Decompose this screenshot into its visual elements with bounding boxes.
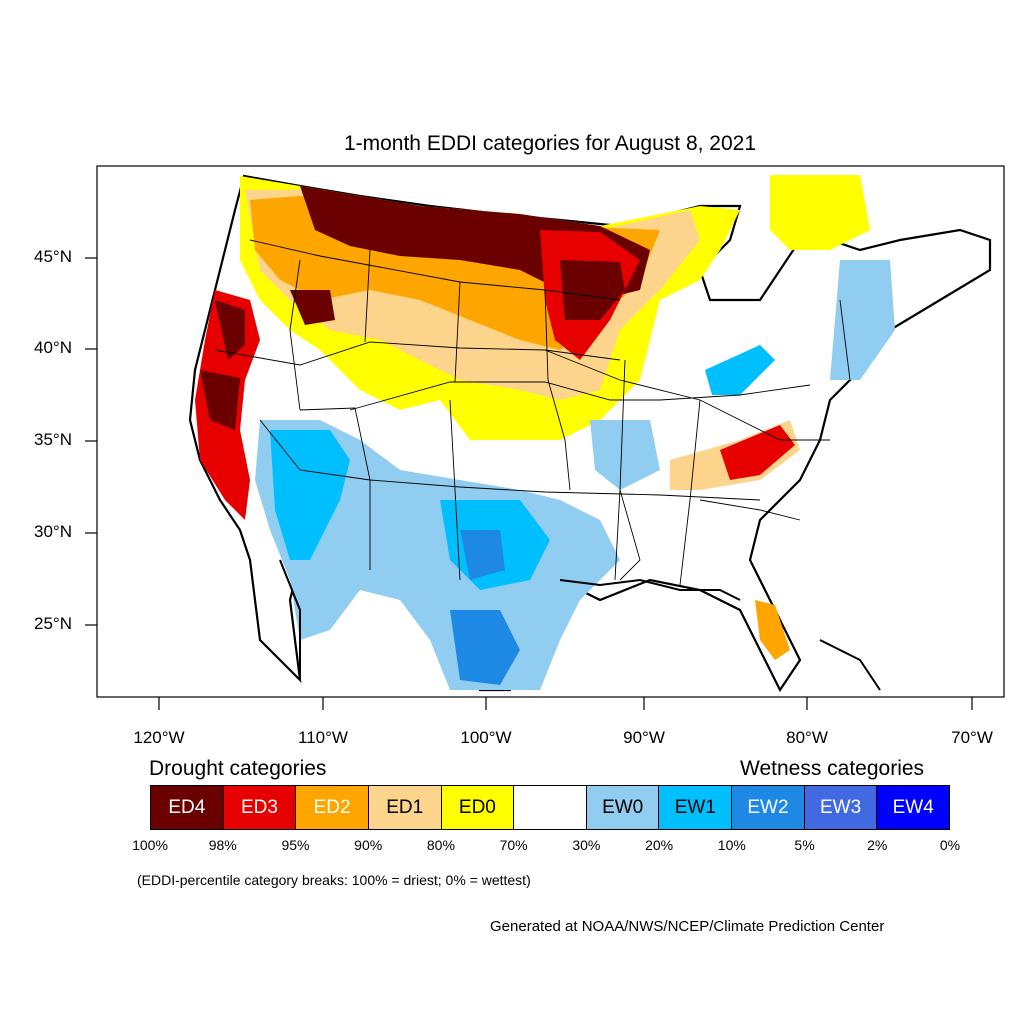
ed3-appalachia bbox=[720, 425, 795, 480]
ew2-newmexico bbox=[460, 530, 505, 580]
legend-box-ew0: EW0 bbox=[586, 786, 660, 829]
legend-box-ew1: EW1 bbox=[659, 786, 733, 829]
legend-box-ew2: EW2 bbox=[732, 786, 805, 829]
legend-percent-label: 5% bbox=[794, 837, 815, 853]
ew1-great-lakes bbox=[705, 345, 775, 395]
legend-percent-label: 90% bbox=[354, 837, 383, 853]
lon-label-100: 100°W bbox=[460, 728, 512, 747]
ed4-pacific-coast bbox=[200, 300, 245, 430]
lon-label-80: 80°W bbox=[786, 728, 828, 747]
legend-percent-label: 80% bbox=[426, 837, 455, 853]
lon-label-90: 90°W bbox=[623, 728, 665, 747]
legend-box-ed1: ED1 bbox=[368, 786, 442, 829]
ew2-texas bbox=[450, 610, 520, 685]
ed0-northeast bbox=[770, 175, 870, 250]
legend-percent-label: 2% bbox=[867, 837, 888, 853]
legend-percent-label: 70% bbox=[499, 837, 528, 853]
lon-ticks bbox=[158, 697, 973, 710]
legend-box-ew3: EW3 bbox=[804, 786, 878, 829]
legend-box-ed2: ED2 bbox=[296, 786, 369, 829]
legend-box-ed0: ED0 bbox=[441, 786, 515, 829]
legend-box-ew4: EW4 bbox=[877, 786, 950, 829]
legend-color-bar: ED4 ED3 ED2 ED1 ED0 EW0 EW1 EW2 EW3 EW4 bbox=[150, 785, 950, 830]
legend-percent-label: 95% bbox=[281, 837, 310, 853]
wetness-heading: Wetness categories bbox=[740, 757, 925, 780]
lon-label-110: 110°W bbox=[298, 728, 348, 747]
coastline bbox=[279, 559, 881, 691]
drought-heading: Drought categories bbox=[149, 757, 327, 780]
legend-percent-label: 30% bbox=[572, 837, 601, 853]
lat-label-35: 35°N bbox=[34, 430, 72, 449]
legend-percent-label: 98% bbox=[208, 837, 237, 853]
lat-label-40: 40°N bbox=[34, 338, 72, 357]
credit-line: Generated at NOAA/NWS/NCEP/Climate Predi… bbox=[490, 918, 885, 935]
legend-box-ed3: ED3 bbox=[223, 786, 297, 829]
legend-percent-label: 0% bbox=[939, 837, 961, 853]
ed2-florida bbox=[755, 600, 790, 660]
lon-label-70: 70°W bbox=[951, 728, 993, 747]
lat-label-30: 30°N bbox=[34, 522, 72, 541]
lon-label-120: 120°W bbox=[133, 728, 185, 747]
legend-box-ed4: ED4 bbox=[151, 786, 224, 829]
ew0-northeast bbox=[830, 260, 895, 380]
ew0-midwest bbox=[590, 420, 660, 490]
map-frame bbox=[96, 165, 1005, 698]
lat-label-45: 45°N bbox=[34, 247, 72, 266]
state-boundaries bbox=[214, 239, 851, 586]
legend-percent-label: 10% bbox=[717, 837, 746, 853]
legend-percent-label: 100% bbox=[132, 837, 168, 853]
ed4-idaho bbox=[290, 290, 335, 325]
breaks-note: (EDDI-percentile category breaks: 100% =… bbox=[137, 872, 531, 888]
legend-percent-label: 20% bbox=[645, 837, 674, 853]
lat-ticks bbox=[85, 257, 97, 626]
eddi-map bbox=[85, 165, 1005, 710]
map-title: 1-month EDDI categories for August 8, 20… bbox=[343, 132, 757, 155]
ed4-minnesota bbox=[560, 260, 625, 320]
legend-box-normal bbox=[514, 786, 587, 829]
lat-label-25: 25°N bbox=[34, 614, 72, 633]
ew0-southwest bbox=[255, 420, 620, 690]
